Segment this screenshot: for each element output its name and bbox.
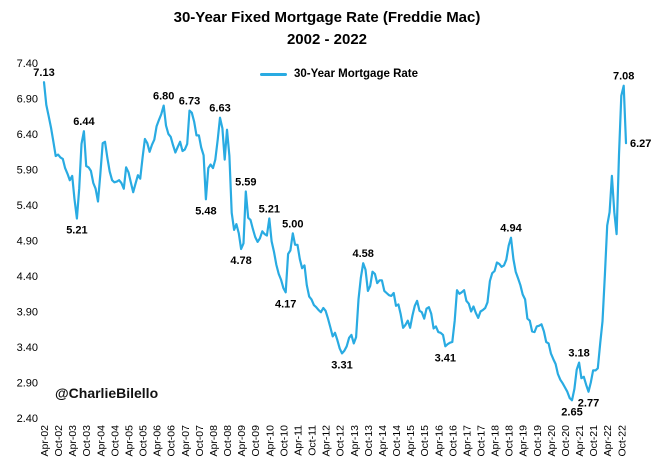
svg-text:Apr-14: Apr-14 [377,425,389,457]
svg-text:Oct-22: Oct-22 [616,425,628,457]
svg-text:Apr-10: Apr-10 [264,425,276,457]
svg-text:Oct-21: Oct-21 [588,425,600,457]
svg-text:Apr-19: Apr-19 [518,425,530,457]
svg-text:3.90: 3.90 [17,307,38,319]
annotation-label: 5.21 [66,225,87,237]
svg-text:Oct-13: Oct-13 [363,425,375,457]
annotation-label: 5.48 [195,205,216,217]
svg-text:3.40: 3.40 [17,342,38,354]
svg-text:Apr-06: Apr-06 [152,425,164,457]
svg-text:Apr-12: Apr-12 [321,425,333,457]
legend-label: 30-Year Mortgage Rate [294,68,418,80]
svg-text:Apr-15: Apr-15 [405,425,417,457]
svg-text:5.40: 5.40 [17,200,38,212]
svg-text:Oct-03: Oct-03 [81,425,93,457]
svg-text:Apr-05: Apr-05 [123,425,135,457]
svg-text:Apr-02: Apr-02 [39,425,51,457]
svg-text:Apr-22: Apr-22 [602,425,614,457]
annotation-label: 6.63 [209,103,230,115]
annotation-label: 5.00 [282,218,303,230]
svg-text:Apr-03: Apr-03 [67,425,79,457]
svg-text:6.40: 6.40 [17,129,38,141]
svg-text:Apr-17: Apr-17 [461,425,473,457]
svg-text:Oct-02: Oct-02 [53,425,65,457]
watermark-author: @CharlieBilello [55,385,159,401]
svg-text:Apr-09: Apr-09 [236,425,248,457]
annotation-label: 4.17 [275,298,296,310]
svg-text:Apr-21: Apr-21 [574,425,586,457]
svg-text:Oct-11: Oct-11 [307,425,319,456]
annotation-label: 4.58 [352,248,373,260]
svg-text:6.90: 6.90 [17,94,38,106]
annotation-label: 5.21 [259,204,280,216]
annotation-label: 6.73 [179,96,200,108]
annotation-label: 3.18 [568,348,589,360]
svg-text:Oct-17: Oct-17 [476,425,488,457]
svg-text:2.90: 2.90 [17,378,38,390]
svg-text:Apr-16: Apr-16 [433,425,445,457]
svg-text:2.40: 2.40 [17,413,38,425]
annotation-label: 6.27 [630,138,651,150]
svg-text:Apr-18: Apr-18 [490,425,502,457]
svg-text:Apr-13: Apr-13 [349,425,361,457]
chart-legend: 30-Year Mortgage Rate [12,68,654,80]
y-axis-labels: 2.40 2.90 3.40 3.90 4.40 4.90 5.40 5.90 6.40 6.90… [17,58,38,425]
svg-text:7.40: 7.40 [17,58,38,70]
svg-text:Oct-16: Oct-16 [447,425,459,457]
svg-text:Oct-05: Oct-05 [138,425,150,457]
annotation-label: 2.65 [561,406,582,418]
svg-text:Oct-10: Oct-10 [278,425,290,457]
annotation-label: 7.08 [613,71,634,83]
svg-text:4.90: 4.90 [17,236,38,248]
annotation-label: 3.31 [331,359,352,371]
svg-text:Oct-12: Oct-12 [335,425,347,457]
annotation-label: 6.44 [73,116,95,128]
svg-text:Oct-18: Oct-18 [504,425,516,457]
svg-text:Oct-19: Oct-19 [532,425,544,457]
annotation-label: 6.80 [153,91,174,103]
chart-title: 30-Year Fixed Mortgage Rate (Freddie Mac… [173,9,481,26]
svg-text:Apr-11: Apr-11 [292,425,304,456]
svg-text:Oct-04: Oct-04 [109,425,121,457]
svg-text:Oct-09: Oct-09 [250,425,262,457]
svg-text:Apr-08: Apr-08 [208,425,220,457]
svg-text:Oct-14: Oct-14 [391,425,403,457]
svg-text:Apr-07: Apr-07 [180,425,192,457]
annotation-label: 3.41 [435,352,456,364]
annotation-label: 7.13 [33,67,54,79]
svg-text:Apr-20: Apr-20 [546,425,558,457]
svg-text:4.40: 4.40 [17,271,38,283]
legend-line-swatch [260,72,287,76]
svg-text:Oct-20: Oct-20 [560,425,572,457]
x-axis-labels: Apr-02 Oct-02 Apr-03 Oct-03 Apr-04 Oct-04 Apr-… [39,425,628,457]
annotation-label: 5.59 [235,177,256,189]
svg-text:Oct-06: Oct-06 [166,425,178,457]
mortgage-rate-line [42,81,628,402]
annotation-label: 4.94 [500,223,522,235]
annotation-label: 4.78 [230,255,251,267]
svg-text:Oct-08: Oct-08 [222,425,234,457]
svg-text:Apr-04: Apr-04 [95,425,107,457]
annotation-label: 2.77 [578,398,599,410]
data-annotations: 7.13 6.44 5.21 6.80 6.73 5.48 6.63 4.78 5.59 5.21… [33,67,651,418]
chart-subtitle: 2002 - 2022 [286,31,368,48]
svg-text:Oct-07: Oct-07 [194,425,206,457]
svg-text:Oct-15: Oct-15 [419,425,431,457]
svg-text:5.90: 5.90 [17,165,38,177]
